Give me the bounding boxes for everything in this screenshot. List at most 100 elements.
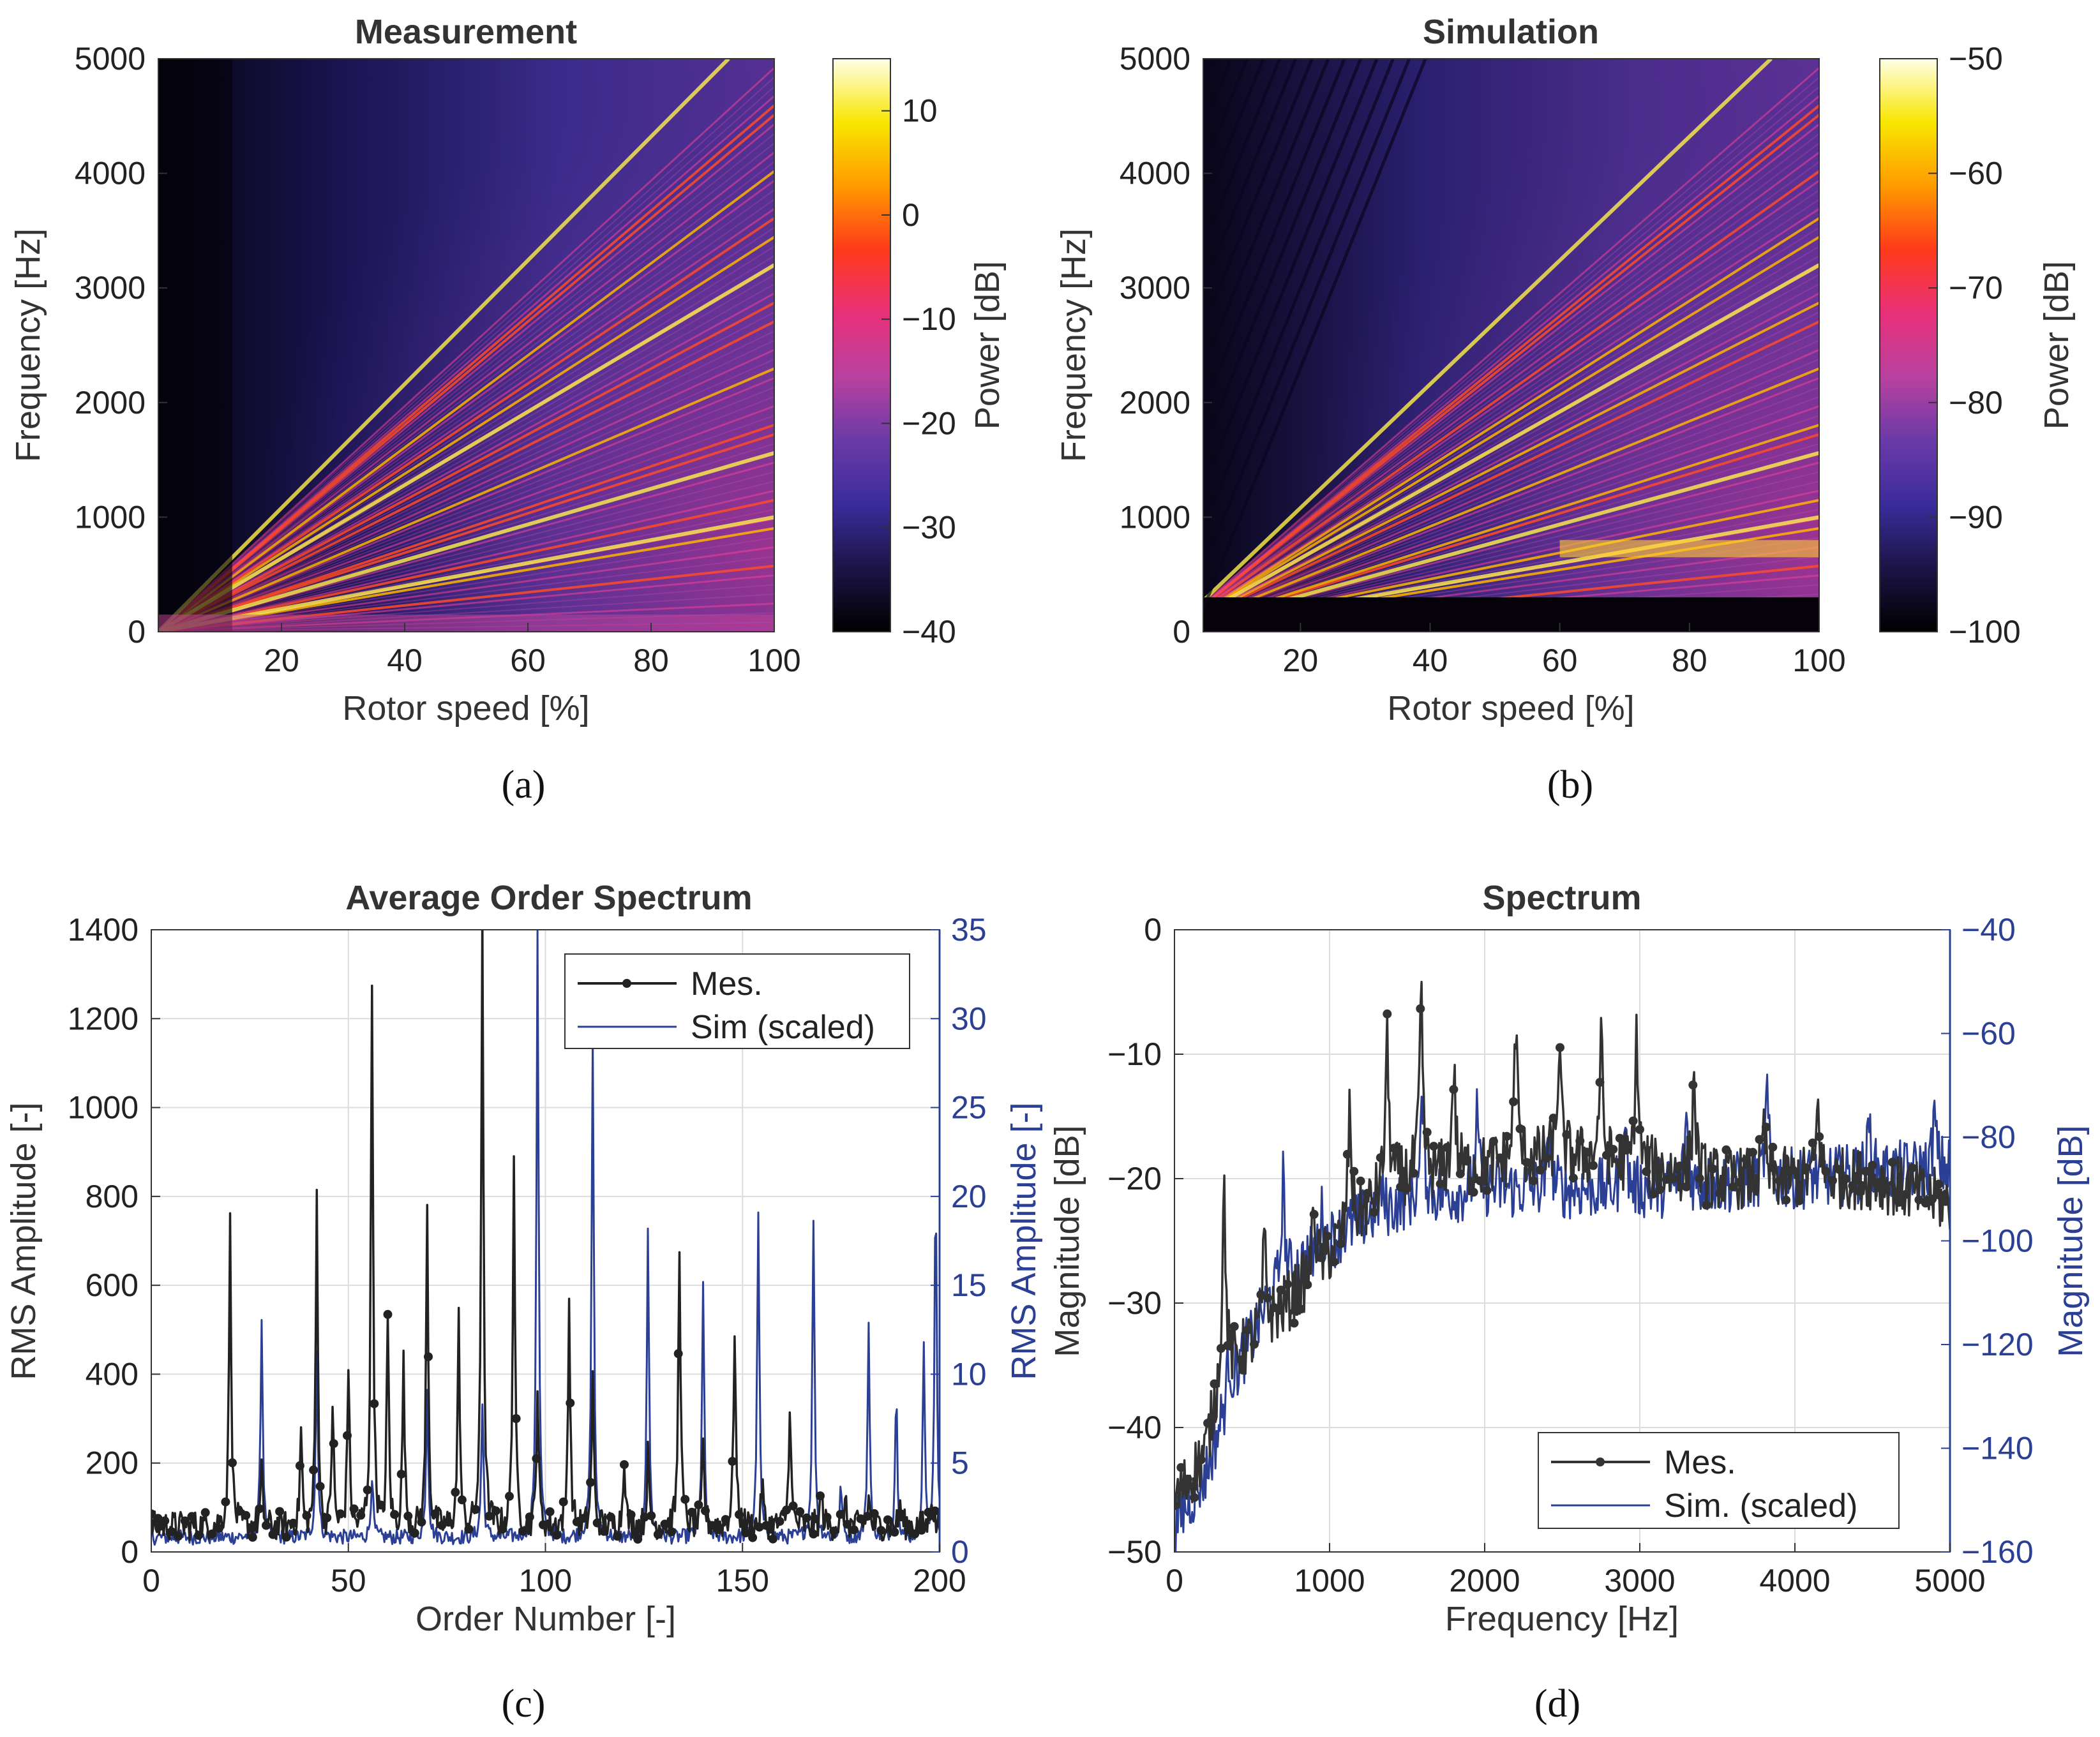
mes-marker <box>903 1525 913 1535</box>
right-tick-label: 0 <box>951 1534 969 1570</box>
mes-marker <box>1174 1501 1179 1510</box>
mes-marker <box>633 1535 643 1544</box>
mes-marker <box>897 1512 906 1522</box>
mes-marker <box>1861 1167 1871 1176</box>
alias-line <box>1203 59 1282 249</box>
mes-marker <box>1808 1138 1817 1148</box>
alias-line <box>1203 59 1233 128</box>
mes-marker <box>924 1507 933 1517</box>
order-line <box>158 320 774 632</box>
right-tick-label: −80 <box>1961 1119 2016 1155</box>
panel-d-series <box>1174 980 1950 1552</box>
mes-marker <box>1349 1167 1359 1176</box>
order-line <box>158 246 774 632</box>
x-tick-label: 100 <box>1792 643 1845 678</box>
x-tick-label: 80 <box>633 643 669 678</box>
panel-b-caption: (b) <box>1547 763 1593 807</box>
main-order-line <box>1203 263 1819 615</box>
mes-marker <box>457 1495 467 1505</box>
low-speed-dark <box>158 59 232 632</box>
panel-a-y-label: Frequency [Hz] <box>9 228 47 462</box>
colorbar-tick-label: −100 <box>1949 614 2021 650</box>
mes-marker <box>1715 1188 1724 1198</box>
mes-marker <box>505 1491 514 1501</box>
alias-line <box>1203 59 1314 329</box>
right-tick-label: −100 <box>1961 1223 2034 1259</box>
order-line <box>158 217 774 632</box>
order-line <box>1203 104 1819 607</box>
mes-marker <box>309 1465 319 1475</box>
mes-marker <box>1655 1185 1665 1195</box>
mes-marker <box>1389 1144 1399 1153</box>
y-tick-label: 200 <box>86 1445 139 1481</box>
mes-marker <box>268 1530 278 1539</box>
mes-marker <box>417 1517 426 1527</box>
order-line <box>1203 227 1819 613</box>
panel-a-x-ticks: 20 40 60 80 100 <box>264 623 801 678</box>
order-line <box>158 405 774 632</box>
mes-marker <box>376 1500 386 1510</box>
mes-marker <box>241 1510 251 1520</box>
mes-marker <box>167 1527 176 1537</box>
mes-marker <box>1628 1116 1638 1126</box>
alias-line <box>1203 59 1330 369</box>
x-tick-label: 4000 <box>1759 1563 1830 1599</box>
mes-marker <box>1276 1285 1286 1295</box>
mes-marker <box>1309 1209 1319 1219</box>
mes-marker <box>1748 1147 1757 1157</box>
alias-line <box>1203 59 1265 209</box>
mes-marker <box>552 1530 562 1540</box>
x-tick-label: 0 <box>1166 1563 1183 1599</box>
mes-marker <box>1436 1179 1445 1189</box>
mes-marker <box>322 1513 332 1523</box>
panel-b-y-label: Frequency [Hz] <box>1054 228 1093 462</box>
low-freq-floor <box>1203 597 1819 632</box>
x-tick-label: 20 <box>264 643 299 678</box>
mes-series-line <box>1174 980 1950 1509</box>
mes-marker <box>1535 1165 1545 1175</box>
mes-marker <box>289 1518 298 1528</box>
mes-marker <box>1369 1207 1379 1217</box>
right-tick-label: 15 <box>951 1267 987 1303</box>
mes-marker <box>1928 1195 1937 1204</box>
order-line <box>1203 189 1819 611</box>
mes-marker <box>863 1512 873 1521</box>
mes-marker <box>214 1524 223 1533</box>
order-line <box>1203 142 1819 608</box>
mes-marker <box>1223 1341 1233 1350</box>
mes-marker <box>788 1501 798 1510</box>
mes-marker <box>410 1528 419 1538</box>
panel-c-legend-mes-marker <box>622 979 631 988</box>
order-line <box>158 161 774 632</box>
order-line <box>158 311 774 632</box>
panel-b-x-ticks: 20 40 60 80 100 <box>1283 623 1846 678</box>
panel-b-y-ticks: 0 1000 2000 3000 4000 5000 <box>1120 41 1212 650</box>
colorbar-tick-label: −20 <box>902 405 956 441</box>
order-line <box>1203 415 1819 622</box>
mes-marker <box>1921 1198 1930 1208</box>
mes-marker <box>1828 1176 1837 1185</box>
order-line <box>1203 433 1819 623</box>
mes-marker <box>1868 1161 1877 1170</box>
order-line <box>1203 283 1819 615</box>
mes-marker <box>1768 1142 1778 1152</box>
mes-marker <box>1296 1304 1305 1314</box>
mes-marker <box>1183 1474 1192 1484</box>
panel-d-caption: (d) <box>1534 1682 1580 1726</box>
mes-marker <box>1449 1085 1459 1094</box>
order-line <box>158 301 774 632</box>
mes-marker <box>1901 1189 1910 1199</box>
mes-marker <box>1342 1149 1352 1159</box>
mes-marker <box>1556 1043 1564 1052</box>
panel-d-x-label: Frequency [Hz] <box>1445 1600 1679 1638</box>
mes-marker <box>782 1505 791 1515</box>
main-order-line <box>1203 59 1773 602</box>
y-tick-label: 0 <box>121 1534 139 1570</box>
mes-marker <box>707 1521 717 1530</box>
panel-a-title: Measurement <box>355 13 577 51</box>
mes-marker <box>1728 1182 1737 1191</box>
mes-marker <box>383 1309 393 1319</box>
mes-marker <box>1708 1164 1718 1174</box>
right-tick-label: −160 <box>1961 1534 2034 1570</box>
mes-marker <box>1788 1165 1797 1174</box>
